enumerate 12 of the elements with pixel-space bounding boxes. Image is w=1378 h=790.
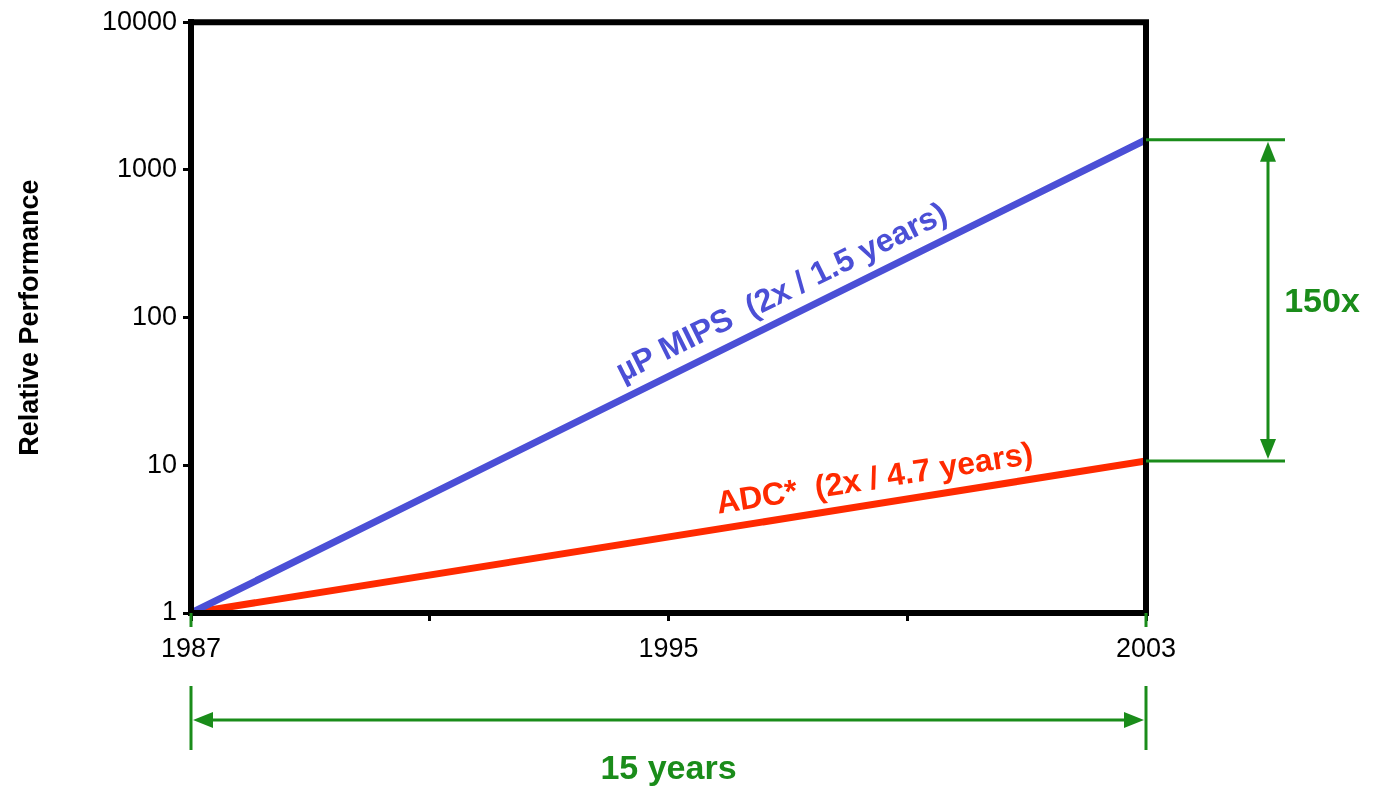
x-tick-label: 1987 [160, 632, 222, 663]
y-tick-label: 100 [131, 301, 177, 332]
x-tick-label: 2003 [1115, 632, 1177, 663]
text: ADC* (2x / 4.7 years) [713, 434, 1036, 521]
y-tick-label: 1000 [116, 153, 177, 184]
y-tick-label: 1 [161, 596, 177, 627]
text: 15 years [600, 747, 737, 787]
x-tick-label: 1995 [638, 632, 699, 663]
y-tick-label: 10 [146, 448, 177, 479]
text: 150x [1284, 280, 1360, 320]
y-axis-title: Relative Performance [13, 179, 44, 456]
y-tick-label: 10000 [101, 5, 177, 36]
